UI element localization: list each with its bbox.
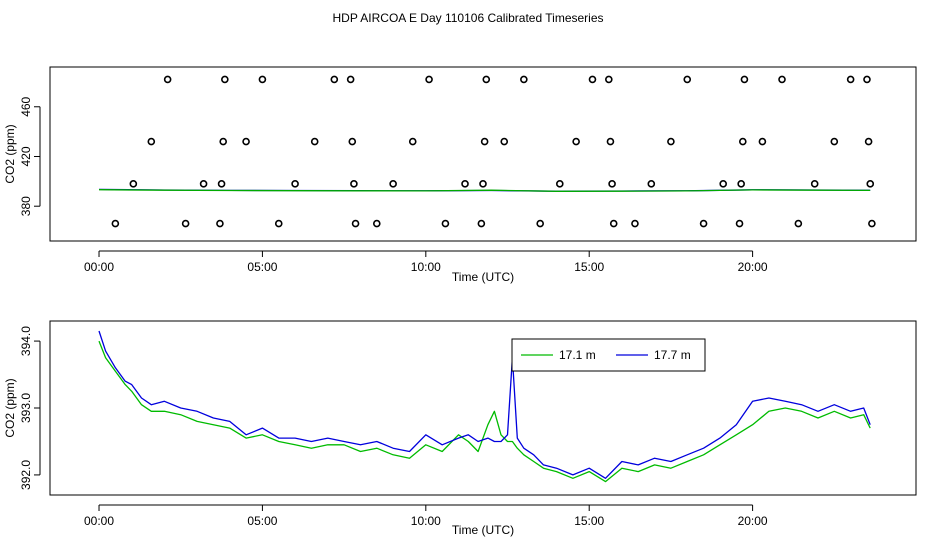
scatter-point [221, 75, 229, 84]
top-x-label: Time (UTC) [452, 270, 514, 284]
top-scatter-points [111, 75, 876, 228]
scatter-point [520, 75, 528, 84]
top-y-axis: 380 420 460 [19, 96, 41, 216]
scatter-point [408, 137, 417, 146]
scatter-point [555, 180, 564, 188]
top-y-tick-label: 380 [19, 196, 33, 216]
scatter-point [609, 219, 618, 228]
scatter-point [372, 219, 381, 228]
scatter-point [216, 219, 224, 228]
top-y-label: CO2 (ppm) [3, 124, 17, 183]
scatter-point [258, 75, 267, 84]
scatter-point [572, 137, 580, 146]
scatter-point [129, 180, 138, 188]
scatter-point [740, 75, 749, 84]
bottom-x-label: Time (UTC) [452, 523, 514, 537]
figure-title: HDP AIRCOA E Day 110106 Calibrated Times… [332, 11, 603, 25]
scatter-point [163, 75, 172, 84]
scatter-point [147, 137, 156, 146]
bottom-plot-box [49, 320, 917, 496]
scatter-point [810, 180, 819, 188]
scatter-point [480, 137, 489, 146]
scatter-point [477, 219, 486, 228]
top-x-tick-label: 20:00 [738, 260, 768, 274]
scatter-point [778, 75, 786, 84]
scatter-point [683, 75, 692, 84]
scatter-point [647, 180, 656, 188]
scatter-point [864, 137, 873, 146]
top-series-lines [98, 188, 871, 192]
legend-label-17-1m: 17.1 m [559, 348, 596, 362]
scatter-point [274, 219, 283, 228]
scatter-point [794, 219, 803, 228]
scatter-point [441, 219, 450, 228]
bot-y-tick-label: 392.0 [19, 460, 33, 490]
top-y-tick-label: 420 [19, 146, 33, 166]
scatter-point [242, 137, 250, 146]
scatter-point [199, 180, 208, 188]
bot-x-tick-label: 10:00 [411, 514, 441, 528]
scatter-point [219, 137, 227, 146]
bot-x-tick-label: 05:00 [247, 514, 277, 528]
bot-series-line-0 [98, 340, 871, 483]
scatter-point [719, 180, 727, 188]
scatter-point [830, 137, 839, 146]
scatter-point [738, 137, 747, 146]
scatter-point [348, 137, 357, 146]
scatter-point [310, 137, 319, 146]
bot-y-tick-label: 394.0 [19, 326, 33, 356]
bot-y-tick-label: 393.0 [19, 393, 33, 423]
bot-x-tick-label: 00:00 [84, 514, 114, 528]
scatter-point [866, 180, 875, 188]
scatter-point [605, 75, 613, 84]
scatter-point [330, 75, 339, 84]
scatter-point [351, 219, 360, 228]
scatter-point [461, 180, 469, 188]
top-x-tick-label: 00:00 [84, 260, 114, 274]
top-y-tick-label: 460 [19, 96, 33, 116]
scatter-point [608, 180, 616, 188]
bottom-series-lines [98, 330, 871, 483]
top-x-tick-label: 05:00 [247, 260, 277, 274]
top-x-tick-label: 15:00 [574, 260, 604, 274]
scatter-point [350, 180, 358, 188]
top-series-line-1 [98, 189, 871, 192]
bot-series-line-1 [98, 330, 871, 479]
scatter-point [111, 219, 120, 228]
scatter-point [346, 75, 355, 84]
bot-x-tick-label: 20:00 [738, 514, 768, 528]
bottom-y-label: CO2 (ppm) [3, 378, 17, 437]
scatter-point [863, 75, 871, 84]
top-panel: 00:00 05:00 10:00 15:00 20:00 380 420 460 Time… [3, 66, 917, 284]
scatter-point [631, 219, 639, 228]
scatter-point [217, 180, 226, 188]
scatter-point [500, 137, 509, 146]
bottom-panel: 00:00 05:00 10:00 15:00 20:00 392.0 393.0 394.… [3, 320, 917, 537]
bot-x-tick-label: 15:00 [574, 514, 604, 528]
bottom-x-axis: 00:00 05:00 10:00 15:00 20:00 [84, 504, 768, 528]
scatter-point [846, 75, 855, 84]
scatter-point [482, 75, 491, 84]
top-x-tick-label: 10:00 [411, 260, 441, 274]
scatter-point [758, 137, 767, 146]
legend: 17.1 m 17.7 m [511, 338, 706, 372]
bottom-y-axis: 392.0 393.0 394.0 [19, 326, 41, 490]
scatter-point [737, 180, 745, 188]
scatter-point [536, 219, 544, 228]
scatter-point [181, 219, 190, 228]
scatter-point [479, 180, 487, 188]
scatter-point [425, 75, 433, 84]
scatter-point [291, 180, 299, 188]
scatter-point [606, 137, 615, 146]
scatter-point [868, 219, 876, 228]
scatter-point [735, 219, 744, 228]
legend-label-17-7m: 17.7 m [654, 348, 691, 362]
scatter-point [588, 75, 597, 84]
top-x-axis: 00:00 05:00 10:00 15:00 20:00 [84, 250, 768, 274]
scatter-point [667, 137, 675, 146]
scatter-point [699, 219, 708, 228]
scatter-point [389, 180, 397, 188]
top-plot-box [49, 66, 917, 242]
